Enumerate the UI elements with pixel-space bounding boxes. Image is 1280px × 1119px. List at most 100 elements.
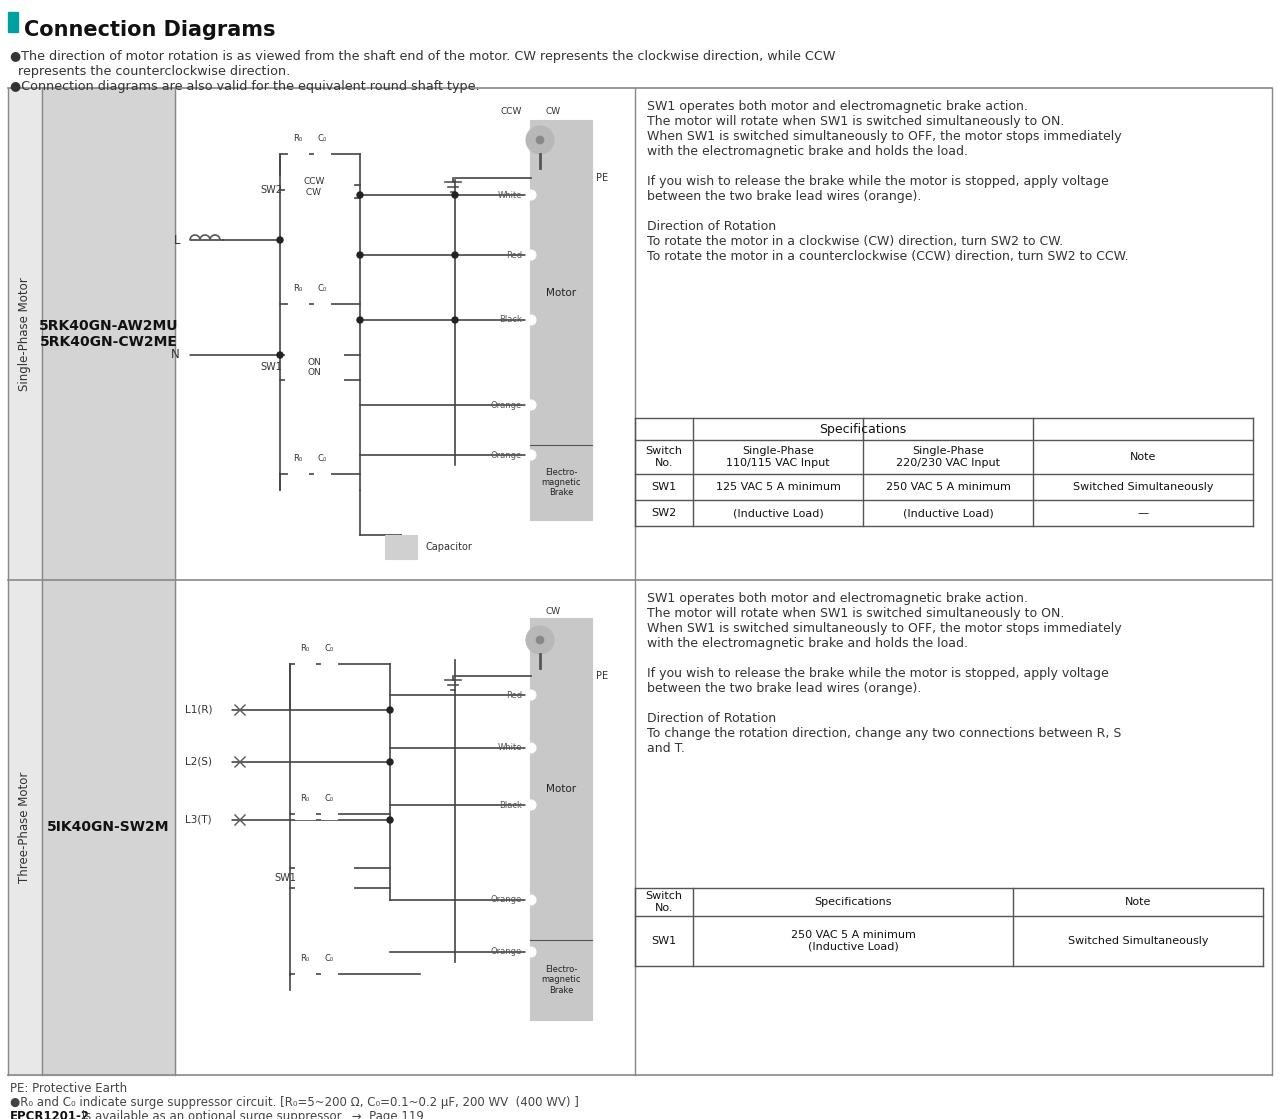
Text: Motor: Motor [547,288,576,298]
Text: Orange: Orange [490,895,522,904]
Text: Electro-
magnetic
Brake: Electro- magnetic Brake [541,468,581,498]
Text: with the electromagnetic brake and holds the load.: with the electromagnetic brake and holds… [646,145,968,158]
Bar [321,968,337,979]
Text: (Inductive Load): (Inductive Load) [902,508,993,518]
Bar [294,658,315,669]
Text: SW1: SW1 [652,482,677,492]
Circle shape [223,706,230,714]
Text: L1(R): L1(R) [186,705,212,715]
Text: C₀: C₀ [317,454,326,463]
Text: R₀: R₀ [301,955,310,963]
Circle shape [452,317,458,323]
Text: Red: Red [506,690,522,699]
Circle shape [526,947,536,957]
Bar [530,618,591,1021]
Circle shape [387,817,393,822]
Text: CCW: CCW [500,107,522,116]
Bar [42,88,175,580]
Bar [8,12,18,32]
Bar [288,468,308,479]
Text: L: L [174,234,180,246]
Text: L3(T): L3(T) [186,815,211,825]
Circle shape [357,252,364,258]
Text: C₀: C₀ [324,645,334,653]
Text: White: White [498,743,522,752]
Text: Orange: Orange [490,451,522,460]
Text: SW1: SW1 [652,935,677,946]
Text: SW2: SW2 [652,508,677,518]
Text: Note: Note [1130,452,1156,462]
Circle shape [357,317,364,323]
Text: 250 VAC 5 A minimum
(Inductive Load): 250 VAC 5 A minimum (Inductive Load) [791,930,915,952]
Circle shape [526,895,536,905]
Text: PE: PE [596,671,608,681]
Circle shape [526,190,536,200]
Text: PE: Protective Earth: PE: Protective Earth [10,1082,127,1096]
Text: Black: Black [499,316,522,325]
Text: Specifications: Specifications [819,423,906,435]
Text: Switched Simultaneously: Switched Simultaneously [1068,935,1208,946]
Bar [285,340,343,395]
Circle shape [526,126,554,154]
Text: Single-Phase
220/230 VAC Input: Single-Phase 220/230 VAC Input [896,446,1000,468]
Text: C₀: C₀ [324,794,334,803]
Text: Orange: Orange [490,948,522,957]
Bar [321,658,337,669]
Text: The motor will rotate when SW1 is switched simultaneously to ON.: The motor will rotate when SW1 is switch… [646,115,1065,128]
Text: CW: CW [545,107,561,116]
Text: N: N [172,348,180,361]
Text: Electro-
magnetic
Brake: Electro- magnetic Brake [541,965,581,995]
Circle shape [526,399,536,410]
Text: between the two brake lead wires (orange).: between the two brake lead wires (orange… [646,681,922,695]
Text: Direction of Rotation: Direction of Rotation [646,712,776,725]
Circle shape [223,816,230,824]
Circle shape [536,636,544,645]
Text: When SW1 is switched simultaneously to OFF, the motor stops immediately: When SW1 is switched simultaneously to O… [646,130,1121,143]
Bar [321,808,337,819]
Text: ON
ON: ON ON [307,358,321,377]
Circle shape [526,690,536,700]
Circle shape [387,759,393,765]
Text: and T.: and T. [646,742,685,755]
Bar [288,148,308,159]
Text: ●Connection diagrams are also valid for the equivalent round shaft type.: ●Connection diagrams are also valid for … [10,79,480,93]
Circle shape [526,626,554,653]
Bar [288,298,308,309]
Text: Switch
No.: Switch No. [645,446,682,468]
Text: is available as an optional surge suppressor.  →  Page 119: is available as an optional surge suppre… [78,1110,424,1119]
Text: ●R₀ and C₀ indicate surge suppressor circuit. [R₀=5~200 Ω, C₀=0.1~0.2 μF, 200 WV: ●R₀ and C₀ indicate surge suppressor cir… [10,1096,579,1109]
Circle shape [387,707,393,713]
Text: Note: Note [1125,897,1151,908]
Text: Direction of Rotation: Direction of Rotation [646,220,776,233]
Circle shape [526,250,536,260]
Text: ●The direction of motor rotation is as viewed from the shaft end of the motor. C: ●The direction of motor rotation is as v… [10,50,836,63]
Bar [314,148,330,159]
Text: White: White [498,190,522,199]
Text: C₀: C₀ [317,284,326,293]
Bar [385,535,417,560]
Text: L2(S): L2(S) [186,756,212,767]
Text: To rotate the motor in a counterclockwise (CCW) direction, turn SW2 to CCW.: To rotate the motor in a counterclockwis… [646,250,1129,263]
Circle shape [180,351,189,359]
Text: represents the counterclockwise direction.: represents the counterclockwise directio… [10,65,291,78]
Text: SW1 operates both motor and electromagnetic brake action.: SW1 operates both motor and electromagne… [646,100,1028,113]
Text: Single-Phase
110/115 VAC Input: Single-Phase 110/115 VAC Input [726,446,829,468]
Text: Three-Phase Motor: Three-Phase Motor [18,771,32,883]
Text: R₀: R₀ [293,454,302,463]
Text: —: — [1138,508,1148,518]
Bar [530,120,591,520]
Circle shape [452,192,458,198]
Text: Black: Black [499,800,522,809]
Text: Specifications: Specifications [814,897,892,908]
Circle shape [223,758,230,767]
Text: To change the rotation direction, change any two connections between R, S: To change the rotation direction, change… [646,727,1121,740]
Text: Single-Phase Motor: Single-Phase Motor [18,278,32,391]
Circle shape [357,192,364,198]
Circle shape [180,236,189,244]
Bar [294,968,315,979]
Text: C₀: C₀ [324,955,334,963]
Text: EPCR1201-2: EPCR1201-2 [10,1110,90,1119]
Text: SW1: SW1 [274,873,296,883]
Text: SW1 operates both motor and electromagnetic brake action.: SW1 operates both motor and electromagne… [646,592,1028,605]
Text: The motor will rotate when SW1 is switched simultaneously to ON.: The motor will rotate when SW1 is switch… [646,606,1065,620]
